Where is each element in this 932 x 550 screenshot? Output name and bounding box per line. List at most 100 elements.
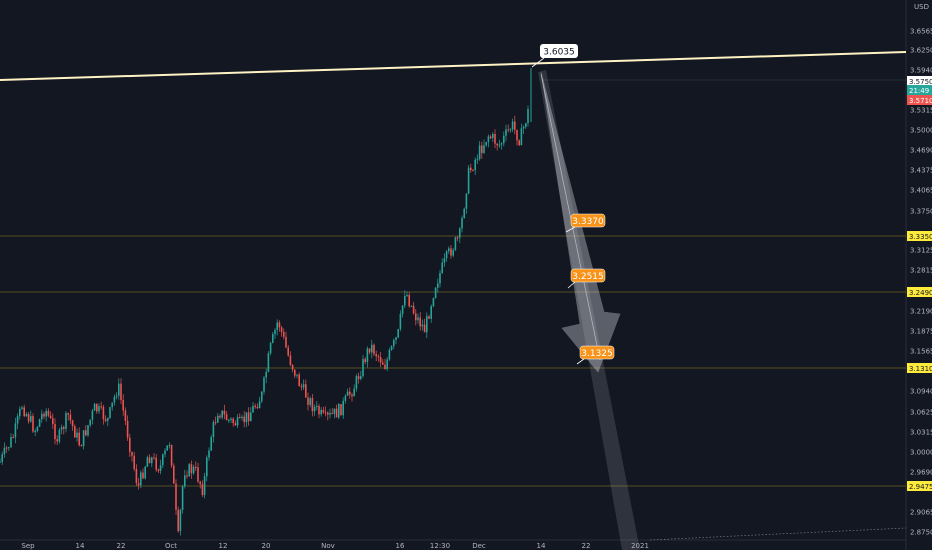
candle-body <box>335 408 338 418</box>
candle-body <box>291 364 294 370</box>
candle-body <box>89 419 91 426</box>
candle-body <box>208 450 210 458</box>
candle-body <box>54 423 56 440</box>
candle-body <box>294 369 296 376</box>
candle-body <box>192 466 195 474</box>
candle-body <box>423 324 426 333</box>
candle-body <box>362 359 364 377</box>
x-tick-label: 12:30 <box>430 542 450 550</box>
level-badge-text: 3.1310 <box>909 365 932 373</box>
candle-body <box>186 475 188 477</box>
level-badge-text: 3.3350 <box>909 233 932 241</box>
candle-body <box>393 340 395 347</box>
candle-body <box>131 451 133 456</box>
candle-body <box>243 416 245 423</box>
candle-body <box>388 349 391 360</box>
candle-body <box>454 237 457 251</box>
candle-body <box>485 142 487 146</box>
candle-body <box>382 362 384 365</box>
candle-body <box>285 336 287 348</box>
candle-body <box>305 384 307 398</box>
candle-body <box>456 237 459 239</box>
candle-body <box>443 258 446 263</box>
candle-body <box>1 454 3 462</box>
candle-body <box>351 394 353 397</box>
candle-body <box>426 316 428 333</box>
price-badge-text: 21:49 <box>909 87 929 95</box>
candle-body <box>307 397 309 405</box>
candle-body <box>514 121 516 130</box>
candle-body <box>122 399 124 411</box>
y-tick-label: 3.0000 <box>910 449 932 457</box>
projection-band <box>538 70 640 550</box>
candle-body <box>93 403 96 411</box>
candle-body <box>5 447 8 449</box>
candle-body <box>410 305 413 307</box>
candle-body <box>263 377 265 392</box>
callout-text: 3.2515 <box>572 272 604 282</box>
price-badge-text: 3.5710 <box>909 97 932 105</box>
candle-body <box>3 447 6 455</box>
candle-body <box>206 457 208 477</box>
candle-body <box>377 356 380 358</box>
candle-body <box>344 395 347 401</box>
candle-body <box>0 461 1 463</box>
x-tick-label: 2021 <box>631 542 649 550</box>
y-tick-label: 3.2190 <box>910 308 932 316</box>
candle-body <box>498 144 501 146</box>
candle-body <box>280 327 283 333</box>
arrow-shape <box>540 71 621 373</box>
candle-body <box>459 228 461 238</box>
candle-body <box>406 295 408 297</box>
x-tick-label: Oct <box>165 542 177 550</box>
candle-body <box>463 208 465 218</box>
y-tick-label: 3.5940 <box>910 67 932 75</box>
arrow-shaft <box>540 73 601 361</box>
candle-body <box>274 330 276 335</box>
candle-body <box>230 418 232 420</box>
candle-body <box>69 414 72 421</box>
candle-body <box>474 159 476 171</box>
candle-body <box>124 410 127 421</box>
candle-body <box>239 417 241 419</box>
candle-body <box>65 413 67 429</box>
candle-body <box>21 407 23 409</box>
candle-body <box>289 355 292 365</box>
candle-body <box>511 121 514 130</box>
candle-body <box>162 454 164 466</box>
candle-body <box>346 391 349 396</box>
candle-body <box>41 413 43 420</box>
candle-body <box>481 145 483 153</box>
x-tick-label: 22 <box>582 542 591 550</box>
candle-body <box>173 465 175 484</box>
candle-body <box>267 353 270 372</box>
callout-pointer <box>531 57 545 68</box>
candle-body <box>283 332 285 337</box>
candle-body <box>214 422 217 424</box>
candle-body <box>126 420 129 438</box>
candle-body <box>461 217 463 229</box>
callout-text: 3.1325 <box>581 349 613 359</box>
candle-body <box>373 344 375 354</box>
candle-body <box>43 413 45 417</box>
callout-box <box>579 345 615 360</box>
callout-pointer <box>565 226 576 233</box>
candle-body <box>333 408 336 414</box>
x-tick-label: Sep <box>21 542 35 550</box>
candle-body <box>316 405 318 407</box>
candle-body <box>212 422 215 438</box>
candle-body <box>56 439 58 442</box>
candle-body <box>448 248 450 252</box>
candle-body <box>386 359 388 370</box>
price-badge-text: 3.5750 <box>909 78 932 86</box>
candle-body <box>445 251 448 259</box>
candle-body <box>113 396 116 403</box>
candle-body <box>225 414 228 421</box>
candle-body <box>487 136 490 143</box>
x-tick-label: 14 <box>76 542 85 550</box>
candle-body <box>181 486 184 510</box>
candle-body <box>522 126 525 129</box>
x-tick-label: 14 <box>537 542 546 550</box>
